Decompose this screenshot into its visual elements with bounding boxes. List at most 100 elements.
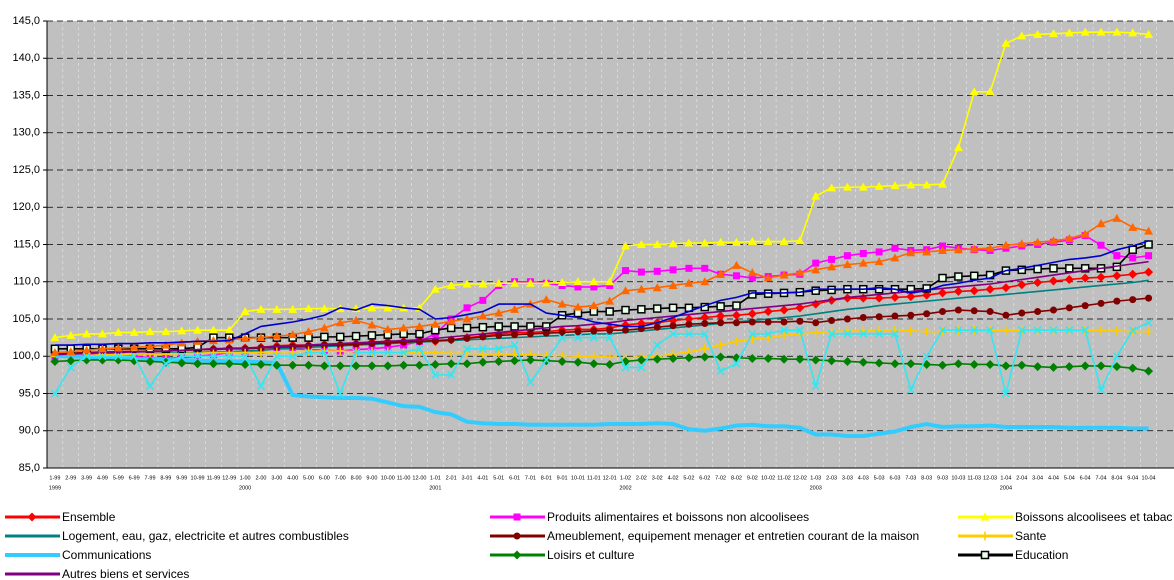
data-point	[1097, 299, 1105, 307]
data-point	[795, 303, 805, 313]
data-point	[1064, 28, 1074, 37]
data-point	[621, 286, 631, 295]
data-point	[304, 346, 314, 356]
data-point	[716, 340, 726, 350]
data-point	[129, 342, 139, 351]
data-point	[510, 356, 520, 366]
legend-item: Education	[958, 548, 1068, 562]
data-point	[573, 308, 583, 318]
data-point	[446, 348, 456, 358]
data-point	[542, 355, 551, 365]
x-tick-label: 6-04	[1080, 475, 1091, 481]
data-point	[731, 310, 741, 320]
y-tick-label: 105,0	[12, 313, 40, 325]
x-tick-label: 5-03	[874, 475, 885, 481]
x-tick-label: 12-03	[983, 475, 997, 481]
data-point	[842, 182, 852, 191]
data-point	[1128, 28, 1138, 37]
data-point	[843, 315, 851, 323]
data-point	[319, 361, 329, 371]
data-point	[1112, 213, 1122, 222]
data-point	[621, 305, 630, 315]
x-tick-label: 3-04	[1032, 475, 1043, 481]
data-point	[652, 283, 662, 292]
y-tick-label: 90,0	[19, 425, 40, 437]
x-tick-label: 9-01	[557, 475, 568, 481]
data-point	[842, 260, 852, 269]
legend-label: Autres biens et services	[62, 567, 189, 580]
data-point	[668, 280, 678, 289]
data-point	[717, 319, 725, 327]
data-point	[368, 340, 376, 348]
data-point	[811, 355, 821, 365]
legend-label: Boissons alcoolisees et tabac	[1015, 510, 1172, 524]
x-tick-label: 12-99	[222, 475, 236, 481]
data-point	[875, 248, 883, 256]
data-point	[399, 323, 409, 332]
data-point	[701, 319, 709, 327]
data-point	[351, 331, 361, 341]
data-point	[779, 305, 789, 315]
data-point	[399, 360, 409, 370]
data-point	[763, 273, 773, 282]
data-point	[906, 180, 916, 189]
data-point	[161, 357, 171, 367]
legend-item: Ensemble	[5, 510, 116, 524]
data-point	[1017, 31, 1027, 40]
x-tick-label: 5-01	[493, 475, 504, 481]
data-point	[954, 326, 963, 335]
series-line	[54, 356, 1149, 372]
data-point	[731, 237, 741, 246]
x-tick-label: 2-01	[446, 475, 457, 481]
data-point	[288, 330, 298, 339]
data-point	[779, 270, 789, 279]
data-point	[795, 236, 805, 245]
data-point	[653, 341, 662, 350]
data-point	[525, 278, 535, 287]
data-point	[716, 367, 725, 376]
data-point	[986, 326, 995, 335]
data-point	[842, 356, 852, 366]
data-point	[113, 327, 123, 336]
data-point	[748, 329, 757, 338]
data-point	[732, 319, 740, 327]
data-point	[684, 353, 694, 363]
data-point	[1048, 362, 1058, 372]
y-tick-label: 145,0	[12, 15, 40, 27]
data-point	[652, 354, 662, 364]
data-point	[495, 331, 503, 339]
data-point	[795, 268, 805, 277]
data-point	[779, 237, 789, 246]
data-point	[605, 333, 614, 342]
data-point	[1065, 304, 1073, 312]
data-point	[272, 304, 282, 313]
data-point	[447, 370, 456, 379]
data-point	[494, 322, 503, 331]
data-point	[1096, 219, 1106, 228]
data-point	[653, 267, 661, 275]
data-point	[922, 290, 932, 300]
data-point	[747, 353, 757, 363]
data-point	[1033, 29, 1043, 38]
data-point	[969, 87, 979, 96]
x-tick-label: 3-01	[462, 475, 473, 481]
data-point	[256, 333, 266, 342]
data-point	[510, 341, 519, 350]
data-point	[335, 346, 345, 356]
data-point	[1080, 361, 1090, 371]
data-point	[50, 389, 59, 398]
y-tick-label: 115,0	[13, 238, 40, 250]
data-point	[970, 307, 978, 315]
data-point	[907, 311, 915, 319]
x-tick-label: 10-00	[381, 475, 395, 481]
data-point	[256, 359, 266, 369]
data-point	[716, 237, 726, 246]
data-point	[954, 272, 963, 281]
data-point	[319, 323, 329, 332]
x-tick-label: 12-01	[603, 475, 617, 481]
data-point	[891, 244, 899, 252]
data-point	[669, 266, 677, 274]
legend-label: Ensemble	[62, 510, 116, 524]
data-point	[700, 352, 710, 362]
